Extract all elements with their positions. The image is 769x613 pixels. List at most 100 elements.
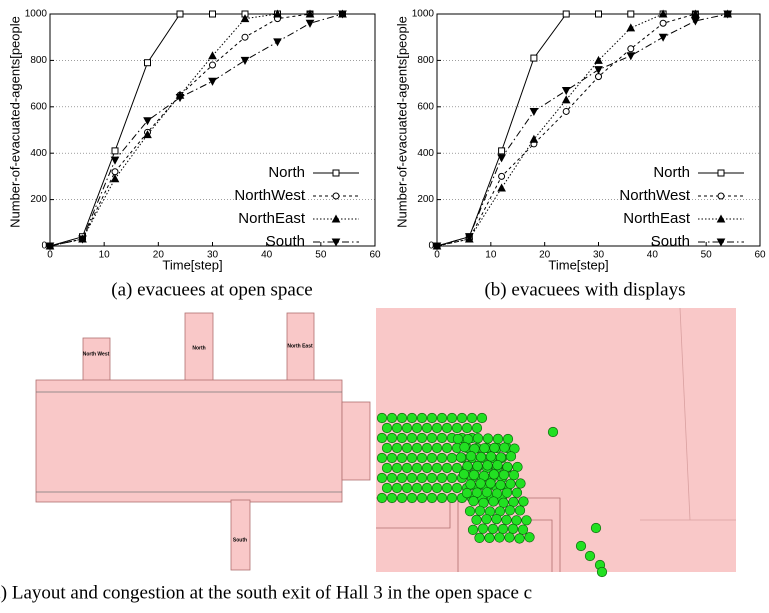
agent	[377, 473, 387, 483]
agent	[437, 413, 447, 423]
legend-label: North	[268, 164, 305, 181]
agent	[442, 463, 452, 473]
agent	[442, 483, 452, 493]
x-tick-label: 50	[701, 250, 713, 261]
agent	[477, 413, 487, 423]
agent	[472, 423, 482, 433]
agent	[548, 427, 558, 437]
agent	[506, 479, 516, 489]
agent	[525, 532, 535, 542]
floor-label: North West	[83, 351, 110, 357]
agent	[392, 483, 402, 493]
agent	[412, 443, 422, 453]
agent	[495, 533, 505, 543]
y-tick-label: 1000	[412, 9, 435, 20]
agent	[468, 525, 478, 535]
marker	[210, 11, 216, 17]
caption: (b) evacuees with displays	[484, 279, 685, 300]
agent	[460, 442, 470, 452]
x-tick-label: 0	[47, 250, 53, 261]
agent	[486, 452, 496, 462]
y-axis-label: Number-of-evacuated-agents[people	[394, 16, 409, 228]
agent	[417, 493, 427, 503]
marker	[530, 108, 537, 115]
y-tick-label: 400	[417, 148, 434, 159]
agent	[505, 505, 515, 515]
agent	[377, 493, 387, 503]
agent	[503, 434, 513, 444]
marker	[628, 46, 634, 52]
agent	[452, 423, 462, 433]
x-tick-label: 10	[99, 250, 111, 261]
agent	[447, 413, 457, 423]
floor-label: South	[233, 537, 247, 543]
agent	[407, 473, 417, 483]
agent	[447, 473, 457, 483]
agent	[437, 473, 447, 483]
agent	[402, 463, 412, 473]
x-tick-label: 0	[434, 250, 440, 261]
agent	[499, 498, 509, 508]
x-tick-label: 60	[754, 250, 766, 261]
agent	[377, 433, 387, 443]
agent	[382, 463, 392, 473]
agent	[499, 470, 509, 480]
agent	[397, 413, 407, 423]
marker	[692, 18, 699, 25]
agent	[417, 473, 427, 483]
marker	[209, 52, 216, 59]
marker	[112, 148, 118, 154]
agent	[506, 452, 516, 462]
caption: (c) Layout and congestion at the south e…	[0, 582, 532, 603]
marker	[596, 74, 602, 80]
marker	[242, 34, 248, 40]
x-tick-label: 60	[369, 250, 381, 261]
agent	[466, 480, 476, 490]
marker	[210, 62, 216, 68]
marker	[112, 157, 119, 164]
agent	[392, 423, 402, 433]
agent	[417, 453, 427, 463]
y-tick-label: 200	[30, 194, 47, 205]
agent	[412, 463, 422, 473]
agent	[392, 463, 402, 473]
agent	[493, 434, 503, 444]
marker	[628, 11, 634, 17]
x-tick-label: 40	[647, 250, 659, 261]
marker	[112, 169, 118, 175]
agent	[427, 473, 437, 483]
agent	[387, 473, 397, 483]
agent	[483, 461, 493, 471]
agent	[496, 480, 506, 490]
legend-label: NorthWest	[619, 187, 690, 204]
agent	[490, 443, 500, 453]
y-tick-label: 200	[417, 194, 434, 205]
agent	[417, 413, 427, 423]
marker	[498, 185, 505, 192]
x-tick-label: 50	[315, 250, 327, 261]
agent	[475, 506, 485, 516]
legend-label: NorthEast	[623, 210, 691, 227]
legend-label: South	[651, 233, 690, 250]
agent	[516, 479, 526, 489]
agent	[407, 493, 417, 503]
agent	[432, 443, 442, 453]
agent	[382, 483, 392, 493]
marker	[274, 39, 281, 46]
marker	[596, 11, 602, 17]
agent	[432, 463, 442, 473]
agent	[475, 533, 485, 543]
agent	[422, 483, 432, 493]
marker	[307, 20, 314, 27]
marker	[177, 11, 183, 17]
agent	[397, 433, 407, 443]
agent	[397, 453, 407, 463]
marker	[563, 108, 569, 114]
agent	[387, 413, 397, 423]
agent	[488, 524, 498, 534]
agent	[515, 506, 525, 516]
agent	[478, 524, 488, 534]
agent	[472, 488, 482, 498]
agent	[469, 470, 479, 480]
agent	[392, 443, 402, 453]
